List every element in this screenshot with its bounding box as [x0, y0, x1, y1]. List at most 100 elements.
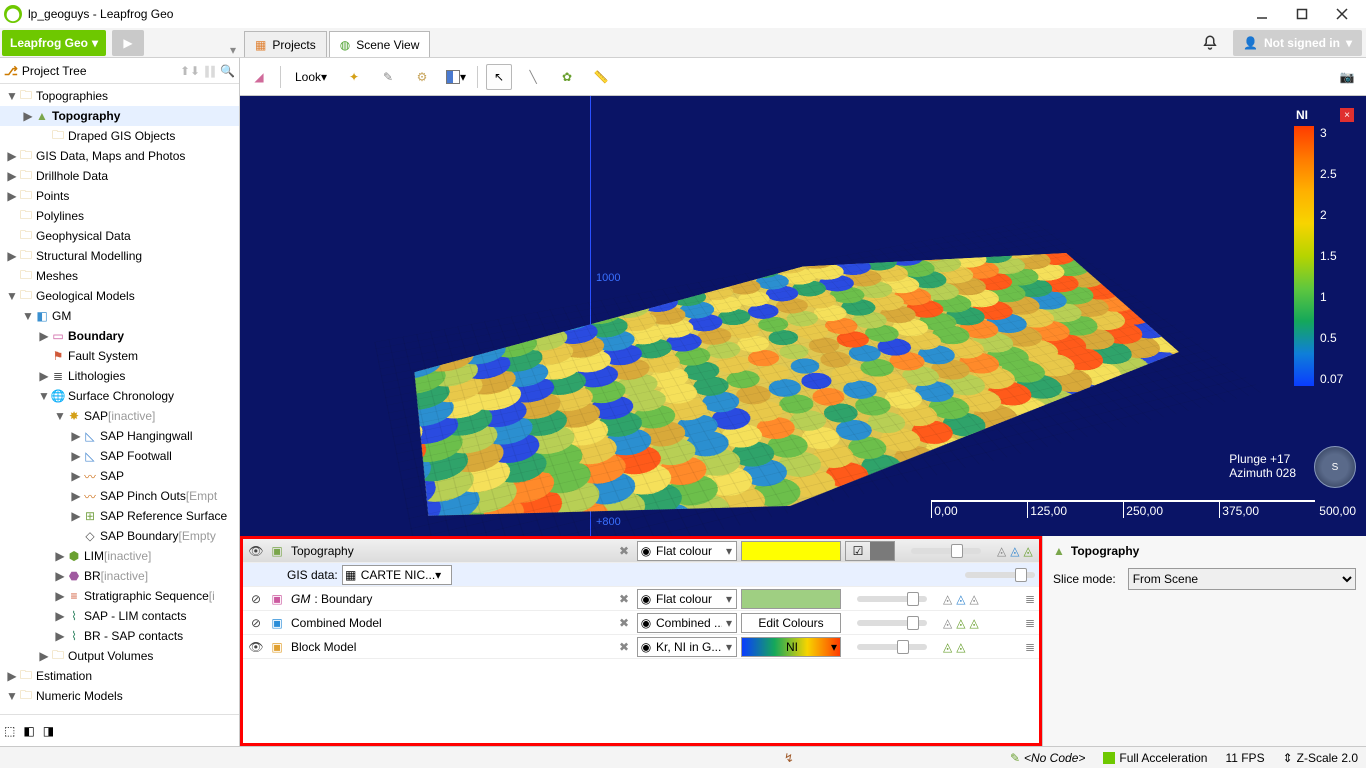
expand-toggle[interactable]: ▶: [54, 589, 66, 603]
status-center-icon[interactable]: ↯: [784, 751, 794, 765]
shape-list-row[interactable]: 👁▣Topography✖◉Flat colour▾☑◬◬◬: [243, 539, 1039, 563]
shape-list-row[interactable]: 👁▣Block Model✖◉Kr, NI in G...▾NI ▾◬◬≣: [243, 635, 1039, 659]
tree-item[interactable]: ◇SAP Boundary [Empty: [0, 526, 239, 546]
status-nocode[interactable]: ✎ <No Code>: [1010, 751, 1085, 765]
tri-c-icon[interactable]: ◬: [1010, 544, 1019, 558]
expand-toggle[interactable]: ▶: [54, 609, 66, 623]
color-swatch[interactable]: [741, 589, 841, 609]
tree-item[interactable]: ▶〰SAP: [0, 466, 239, 486]
tree-item[interactable]: ▶⌇SAP - LIM contacts: [0, 606, 239, 626]
opacity-slider[interactable]: [911, 548, 981, 554]
row-action-icons[interactable]: ◬◬◬: [997, 544, 1033, 558]
expand-toggle[interactable]: ▶: [70, 489, 82, 503]
dot-g-icon[interactable]: ◬: [1023, 544, 1032, 558]
row-menu-icon[interactable]: ≣: [1025, 616, 1035, 630]
tree-item[interactable]: ▶▲Topography: [0, 106, 239, 126]
expand-toggle[interactable]: ▶: [70, 429, 82, 443]
tab-scene-view[interactable]: ◍ Scene View: [329, 31, 431, 57]
tri-g-icon[interactable]: ◬: [943, 640, 952, 654]
screenshot-button[interactable]: 📷: [1334, 64, 1360, 90]
tri-c-icon[interactable]: ◬: [956, 592, 965, 606]
tree-bars-icon[interactable]: ∥∥: [204, 64, 216, 78]
display-mode-select[interactable]: ◉Combined ...▾: [637, 613, 737, 633]
visibility-toggle[interactable]: ⊘: [247, 616, 265, 630]
opacity-slider[interactable]: [857, 620, 927, 626]
opacity-slider[interactable]: [857, 596, 927, 602]
expand-toggle[interactable]: ▼: [6, 689, 18, 703]
tree-item[interactable]: ▶◺SAP Hangingwall: [0, 426, 239, 446]
slicer-button[interactable]: ▾: [443, 64, 469, 90]
check-swatch[interactable]: ☑: [845, 541, 895, 561]
gradient-swatch[interactable]: NI ▾: [741, 637, 841, 657]
signin-button[interactable]: 👤 Not signed in ▾: [1233, 30, 1362, 56]
grid-c-icon[interactable]: ◬: [956, 640, 965, 654]
expand-toggle[interactable]: ▶: [6, 149, 18, 163]
expand-toggle[interactable]: ▶: [38, 329, 50, 343]
tool-line-button[interactable]: ╲: [520, 64, 546, 90]
tree-item[interactable]: ▶⬢LIM [inactive]: [0, 546, 239, 566]
tree-item[interactable]: ▶🗀Output Volumes: [0, 646, 239, 666]
tree-item[interactable]: ⚑Fault System: [0, 346, 239, 366]
minimize-button[interactable]: [1242, 0, 1282, 28]
tool-puzzle-button[interactable]: ✿: [554, 64, 580, 90]
notifications-button[interactable]: [1191, 30, 1229, 56]
visibility-toggle[interactable]: 👁: [247, 640, 265, 654]
tree-item[interactable]: ▼🗀Numeric Models: [0, 686, 239, 706]
tree-item[interactable]: ▶🗀GIS Data, Maps and Photos: [0, 146, 239, 166]
shape-list-row[interactable]: ⊘▣Combined Model✖◉Combined ...▾Edit Colo…: [243, 611, 1039, 635]
tri-grey-icon[interactable]: ◬: [956, 616, 965, 630]
select-arrow-button[interactable]: ↖: [486, 64, 512, 90]
tree-item[interactable]: ▼🌐Surface Chronology: [0, 386, 239, 406]
tree-item[interactable]: ▶⌇BR - SAP contacts: [0, 626, 239, 646]
tree-item[interactable]: ▶⬣BR [inactive]: [0, 566, 239, 586]
tree-item[interactable]: ▼◧GM: [0, 306, 239, 326]
tree-item[interactable]: 🗀Polylines: [0, 206, 239, 226]
expand-toggle[interactable]: ▼: [38, 389, 50, 403]
tool-gear-button[interactable]: ✦: [341, 64, 367, 90]
pin-button[interactable]: ✖: [615, 544, 633, 558]
look-menu[interactable]: Look ▾: [289, 64, 333, 90]
tree-foot-icon-3[interactable]: ◨: [43, 724, 54, 738]
tree-item[interactable]: ▶🗀Drillhole Data: [0, 166, 239, 186]
maximize-button[interactable]: [1282, 0, 1322, 28]
tree-item[interactable]: ▶🗀Points: [0, 186, 239, 206]
tree-item[interactable]: 🗀Meshes: [0, 266, 239, 286]
tri-b-icon[interactable]: ◬: [943, 616, 952, 630]
tree-foot-icon-1[interactable]: ⬚: [4, 724, 15, 738]
status-zscale[interactable]: ⇕ Z-Scale 2.0: [1283, 751, 1358, 765]
expand-toggle[interactable]: ▶: [6, 169, 18, 183]
expand-toggle[interactable]: ▼: [22, 309, 34, 323]
row-action-icons[interactable]: ◬◬: [943, 640, 965, 654]
tree-item[interactable]: ▶⊞SAP Reference Surface: [0, 506, 239, 526]
expand-toggle[interactable]: ▼: [54, 409, 66, 423]
project-tree[interactable]: ▼🗀Topographies▶▲Topography🗀Draped GIS Ob…: [0, 84, 239, 714]
tree-item[interactable]: ▼✸SAP [inactive]: [0, 406, 239, 426]
expand-toggle[interactable]: ▶: [38, 649, 50, 663]
display-mode-select[interactable]: ◉Kr, NI in G...▾: [637, 637, 737, 657]
row-action-icons[interactable]: ◬◬◬: [943, 616, 979, 630]
expand-toggle[interactable]: ▶: [38, 369, 50, 383]
dot-icon[interactable]: ◬: [969, 592, 978, 606]
color-swatch[interactable]: [741, 541, 841, 561]
tree-item[interactable]: ▶≡Stratigraphic Sequence [i: [0, 586, 239, 606]
tree-item[interactable]: ▶▭Boundary: [0, 326, 239, 346]
shape-list-row[interactable]: ⊘▣GM: Boundary✖◉Flat colour▾◬◬◬≣: [243, 587, 1039, 611]
edit-colours-button[interactable]: Edit Colours: [741, 613, 841, 633]
expand-toggle[interactable]: ▶: [54, 569, 66, 583]
tabs-dropdown-button[interactable]: ▾: [224, 43, 242, 57]
expand-toggle[interactable]: ▼: [6, 89, 18, 103]
pin-button[interactable]: ✖: [615, 616, 633, 630]
expand-toggle[interactable]: ▶: [70, 469, 82, 483]
tree-item[interactable]: ▶〰SAP Pinch Outs [Empt: [0, 486, 239, 506]
tree-item[interactable]: ▶◺SAP Footwall: [0, 446, 239, 466]
row-menu-icon[interactable]: ≣: [1025, 640, 1035, 654]
tree-item[interactable]: 🗀Geophysical Data: [0, 226, 239, 246]
pin-button[interactable]: ✖: [615, 592, 633, 606]
compass-widget[interactable]: S: [1314, 446, 1356, 488]
tree-foot-icon-2[interactable]: ◧: [23, 724, 34, 738]
tree-item[interactable]: ▶🗀Structural Modelling: [0, 246, 239, 266]
expand-toggle[interactable]: ▶: [54, 629, 66, 643]
row-menu-icon[interactable]: ≣: [1025, 592, 1035, 606]
run-button[interactable]: ▶: [112, 30, 144, 56]
tri-b-icon[interactable]: ◬: [943, 592, 952, 606]
